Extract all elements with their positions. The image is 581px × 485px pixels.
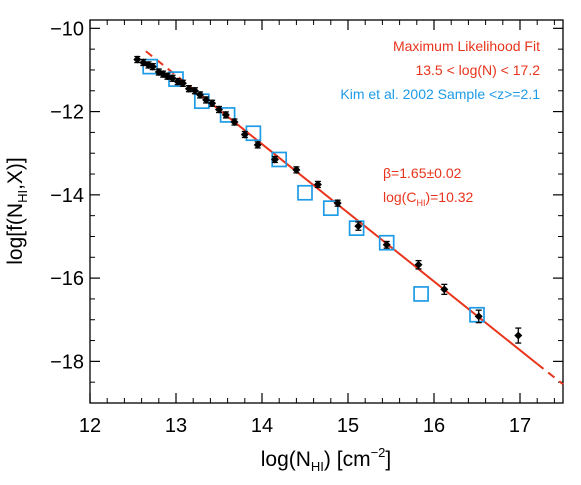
- kim-sample-square: [469, 306, 485, 323]
- y-tick-label: −14: [50, 185, 84, 207]
- legend-fit: Maximum Likelihood Fit: [393, 38, 540, 54]
- plot-area: [89, 19, 564, 404]
- x-tick-label: 13: [165, 415, 187, 437]
- data-point-diamond: [382, 240, 391, 249]
- data-point-diamond: [148, 62, 157, 71]
- data-point-diamond: [168, 74, 177, 83]
- x-tick-label: 14: [251, 415, 273, 437]
- data-point-diamond: [208, 99, 217, 108]
- data-point-diamond: [202, 95, 211, 104]
- kim-sample-square: [348, 220, 365, 237]
- y-tick-label: −10: [50, 18, 84, 40]
- y-axis-label: log[f(NHI,X)]: [4, 157, 30, 265]
- data-point-diamond: [333, 199, 342, 208]
- axis-ticks: 12 13 14 15 16 17 −10 −12 −14 −16 −18: [50, 18, 563, 437]
- x-tick-label: 15: [337, 415, 359, 437]
- y-tick-label: −12: [50, 102, 84, 124]
- x-axis-label: log(NHI) [cm−2]: [261, 445, 392, 474]
- legend-kim-sample: Kim et al. 2002 Sample <z>=2.1: [340, 86, 540, 102]
- x-tick-label: 12: [79, 415, 101, 437]
- beta-annotation: β=1.65±0.02: [383, 165, 462, 181]
- fit-line-extension: [536, 363, 564, 386]
- kim-sample-square: [322, 200, 339, 217]
- data-point-diamond: [414, 260, 423, 269]
- data-point-diamond: [354, 222, 363, 231]
- x-tick-label: 16: [423, 415, 445, 437]
- data-point-diamond: [313, 180, 322, 189]
- data-point-diamond: [270, 155, 279, 164]
- legend-fit-range: 13.5 < log(N) < 17.2: [415, 62, 540, 78]
- data-point-diamond: [221, 110, 230, 119]
- data-point-diamond: [440, 285, 449, 294]
- kim-sample-square: [142, 58, 159, 75]
- y-tick-label: −16: [50, 268, 84, 290]
- data-point-diamond: [474, 312, 483, 321]
- kim-sample-square: [378, 234, 395, 251]
- fit-line: [218, 108, 538, 365]
- kim-sample-square: [413, 286, 429, 302]
- fit-annotation: β=1.65±0.02 log(CHI)=10.32: [383, 165, 474, 208]
- y-tick-label: −18: [50, 351, 84, 373]
- data-point-diamond: [253, 140, 262, 149]
- kim-sample-square: [297, 184, 313, 201]
- data-point-diamond: [196, 90, 205, 99]
- kim-sample-square: [219, 107, 236, 123]
- data-point-diamond: [230, 117, 239, 126]
- data-point-diamond: [292, 165, 301, 174]
- legend: Maximum Likelihood Fit 13.5 < log(N) < 1…: [340, 38, 540, 102]
- data-point-diamond: [514, 331, 523, 340]
- x-tick-label: 17: [509, 415, 531, 437]
- data-point-diamond: [215, 105, 223, 114]
- diamond-markers: [133, 55, 523, 344]
- data-point-diamond: [240, 130, 249, 139]
- data-point-diamond: [190, 86, 199, 95]
- c-hi-annotation: log(CHI)=10.32: [383, 189, 474, 208]
- plot-frame: [89, 19, 564, 404]
- data-point-diamond: [184, 84, 193, 93]
- data-point-diamond: [133, 55, 142, 64]
- data-point-diamond: [178, 79, 187, 88]
